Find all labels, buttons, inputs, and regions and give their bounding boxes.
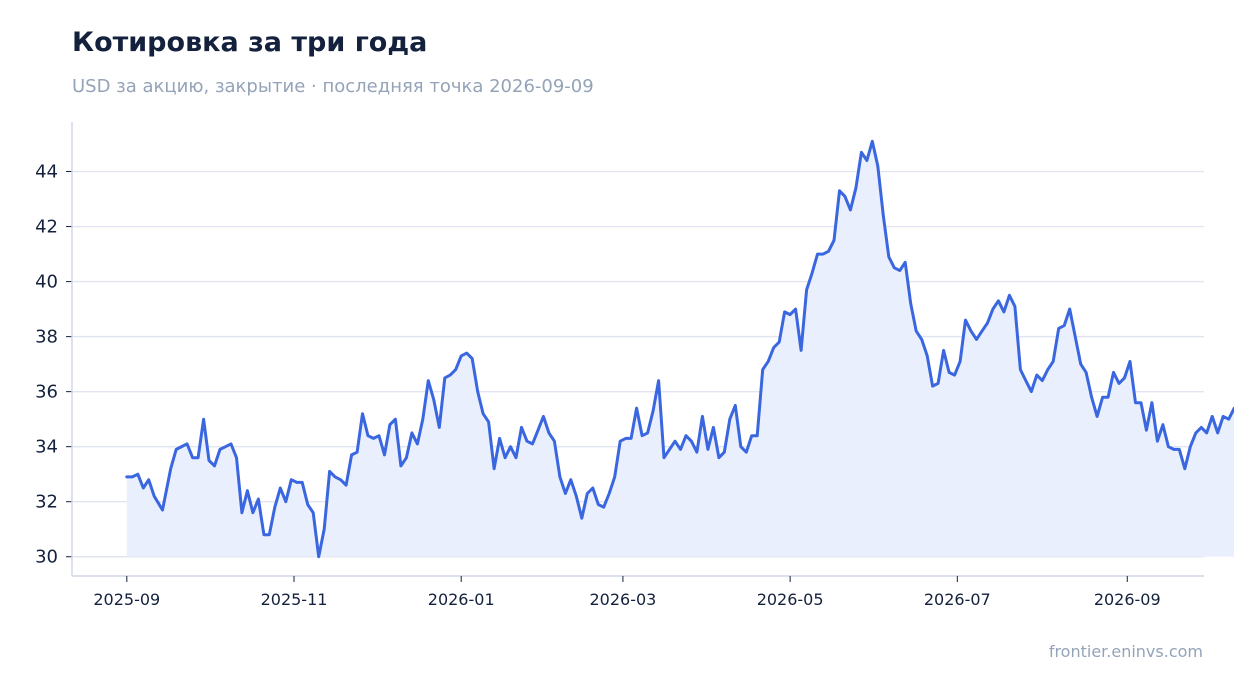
x-tick-label: 2026-01 xyxy=(428,590,495,609)
y-tick-label: 38 xyxy=(35,327,58,348)
y-tick-label: 34 xyxy=(35,437,58,458)
y-tick-label: 42 xyxy=(35,217,58,238)
y-tick-label: 40 xyxy=(35,272,58,293)
y-tick-label: 44 xyxy=(35,162,58,183)
price-line-layer xyxy=(125,139,1234,559)
y-tick-label: 32 xyxy=(35,492,58,513)
y-tick-label: 36 xyxy=(35,382,58,403)
chart-title: Котировка за три года xyxy=(72,27,428,58)
x-tick-label: 2026-05 xyxy=(757,590,824,609)
y-tick-label: 30 xyxy=(35,547,58,568)
x-tick-label: 2026-07 xyxy=(924,590,991,609)
price-area xyxy=(126,141,1234,557)
x-tick-label: 2025-09 xyxy=(93,590,160,609)
source-label: frontier.eninvs.com xyxy=(1048,642,1203,661)
area-fill-layer xyxy=(126,141,1234,557)
price-line xyxy=(125,139,1234,559)
chart-subtitle: USD за акцию, закрытие · последняя точка… xyxy=(72,76,594,97)
axes xyxy=(66,122,1204,582)
x-tick-label: 2025-11 xyxy=(261,590,328,609)
x-tick-label: 2026-09 xyxy=(1094,590,1161,609)
tick-labels: 30 32 34 36 38 40 42 44 2025-09 2025-11 2026-01 202… xyxy=(35,162,1161,609)
x-tick-label: 2026-03 xyxy=(589,590,656,609)
